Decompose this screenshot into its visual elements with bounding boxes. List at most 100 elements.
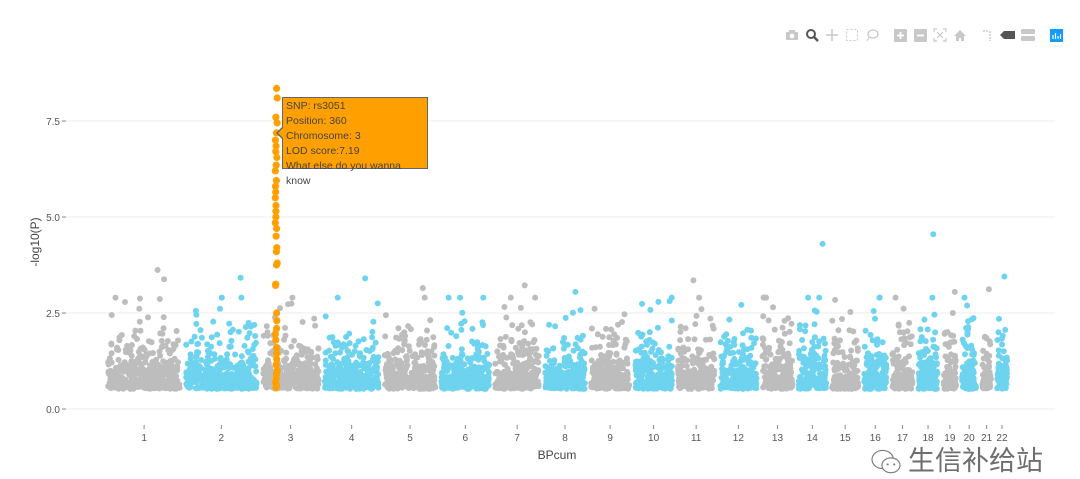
snp-point	[680, 378, 687, 385]
snp-point	[523, 381, 530, 388]
zoom-icon[interactable]	[802, 27, 822, 43]
snp-point	[150, 350, 156, 356]
snp-point	[738, 301, 745, 308]
snp-point	[995, 347, 1002, 354]
lasso-select-icon[interactable]	[862, 27, 882, 43]
snp-point	[933, 354, 940, 361]
snp-point	[152, 360, 159, 367]
camera-icon[interactable]	[782, 27, 802, 43]
snp-point	[870, 308, 877, 314]
snp-point	[853, 337, 860, 344]
box-select-icon[interactable]	[842, 27, 862, 43]
snp-point	[822, 380, 829, 387]
snp-point	[471, 379, 478, 386]
snp-point	[403, 358, 410, 365]
x-tick-label: 5	[407, 433, 413, 444]
highlighted-snp-point	[273, 344, 281, 352]
snp-point	[623, 338, 630, 345]
snp-point	[411, 364, 418, 371]
snp-point	[636, 346, 642, 353]
zoom-in-icon[interactable]	[890, 27, 910, 43]
snp-point	[776, 378, 783, 385]
snp-point	[599, 333, 606, 340]
snp-point	[315, 345, 322, 352]
snp-point	[801, 378, 808, 385]
snp-point	[763, 356, 770, 363]
snp-point	[189, 379, 195, 386]
snp-point	[707, 336, 714, 343]
snp-point	[187, 351, 194, 358]
snp-point	[382, 333, 389, 340]
snp-point	[962, 351, 968, 358]
snp-point	[818, 373, 825, 380]
snp-point	[322, 357, 329, 364]
snp-point	[242, 368, 249, 375]
snp-point	[215, 385, 222, 392]
snp-point	[929, 294, 936, 301]
snp-point	[640, 367, 647, 374]
snp-point	[550, 367, 557, 374]
snp-point	[322, 313, 329, 320]
snp-point	[384, 350, 391, 357]
snp-point	[1003, 365, 1010, 371]
snp-point	[654, 371, 661, 378]
x-tick-label: 1	[141, 433, 147, 444]
snp-point	[151, 374, 158, 380]
snp-point	[191, 333, 198, 340]
snp-point	[193, 320, 200, 327]
hover-closest-icon[interactable]	[998, 27, 1018, 43]
spike-lines-icon[interactable]	[978, 27, 998, 43]
snp-point	[526, 362, 532, 369]
snp-point	[387, 363, 394, 370]
snp-point	[122, 299, 128, 305]
snp-point	[469, 338, 476, 345]
snp-point	[233, 365, 240, 372]
top-hit-point	[161, 276, 168, 283]
snp-point	[981, 381, 988, 388]
snp-point	[806, 376, 812, 383]
snp-point	[952, 363, 959, 370]
hover-compare-icon[interactable]	[1018, 27, 1038, 43]
snp-point	[199, 384, 206, 391]
x-tick-label: 3	[288, 433, 294, 444]
snp-point	[666, 298, 673, 305]
snp-point	[950, 373, 957, 380]
snp-point	[720, 382, 727, 389]
snp-point	[409, 370, 416, 377]
snp-point	[813, 353, 819, 360]
snp-point	[574, 376, 581, 383]
snp-point	[322, 361, 329, 368]
snp-point	[560, 345, 567, 352]
snp-point	[830, 385, 837, 392]
snp-point	[401, 341, 408, 348]
snp-point	[503, 354, 510, 361]
snp-point	[527, 349, 534, 356]
zoom-out-icon[interactable]	[910, 27, 930, 43]
snp-point	[921, 385, 928, 392]
snp-point	[705, 385, 712, 392]
home-icon[interactable]	[950, 27, 970, 43]
snp-point	[872, 337, 879, 344]
snp-point	[226, 365, 232, 371]
snp-point	[588, 380, 595, 387]
snp-point	[164, 338, 171, 344]
snp-point	[245, 378, 252, 385]
top-hit-point	[690, 277, 697, 284]
snp-point	[760, 313, 767, 320]
snp-point	[160, 325, 167, 332]
autoscale-icon[interactable]	[930, 27, 950, 43]
highlighted-snp-point	[272, 248, 280, 256]
pan-icon[interactable]	[822, 27, 842, 43]
snp-point	[810, 362, 817, 369]
snp-point	[367, 369, 373, 376]
snp-point	[932, 385, 939, 392]
snp-point	[360, 359, 367, 366]
snp-point	[192, 354, 199, 360]
plotly-logo-icon[interactable]	[1046, 27, 1066, 43]
snp-point	[312, 361, 319, 368]
snp-point	[168, 381, 175, 388]
snp-point	[999, 341, 1005, 348]
snp-point	[369, 328, 376, 335]
snp-point	[364, 377, 371, 384]
